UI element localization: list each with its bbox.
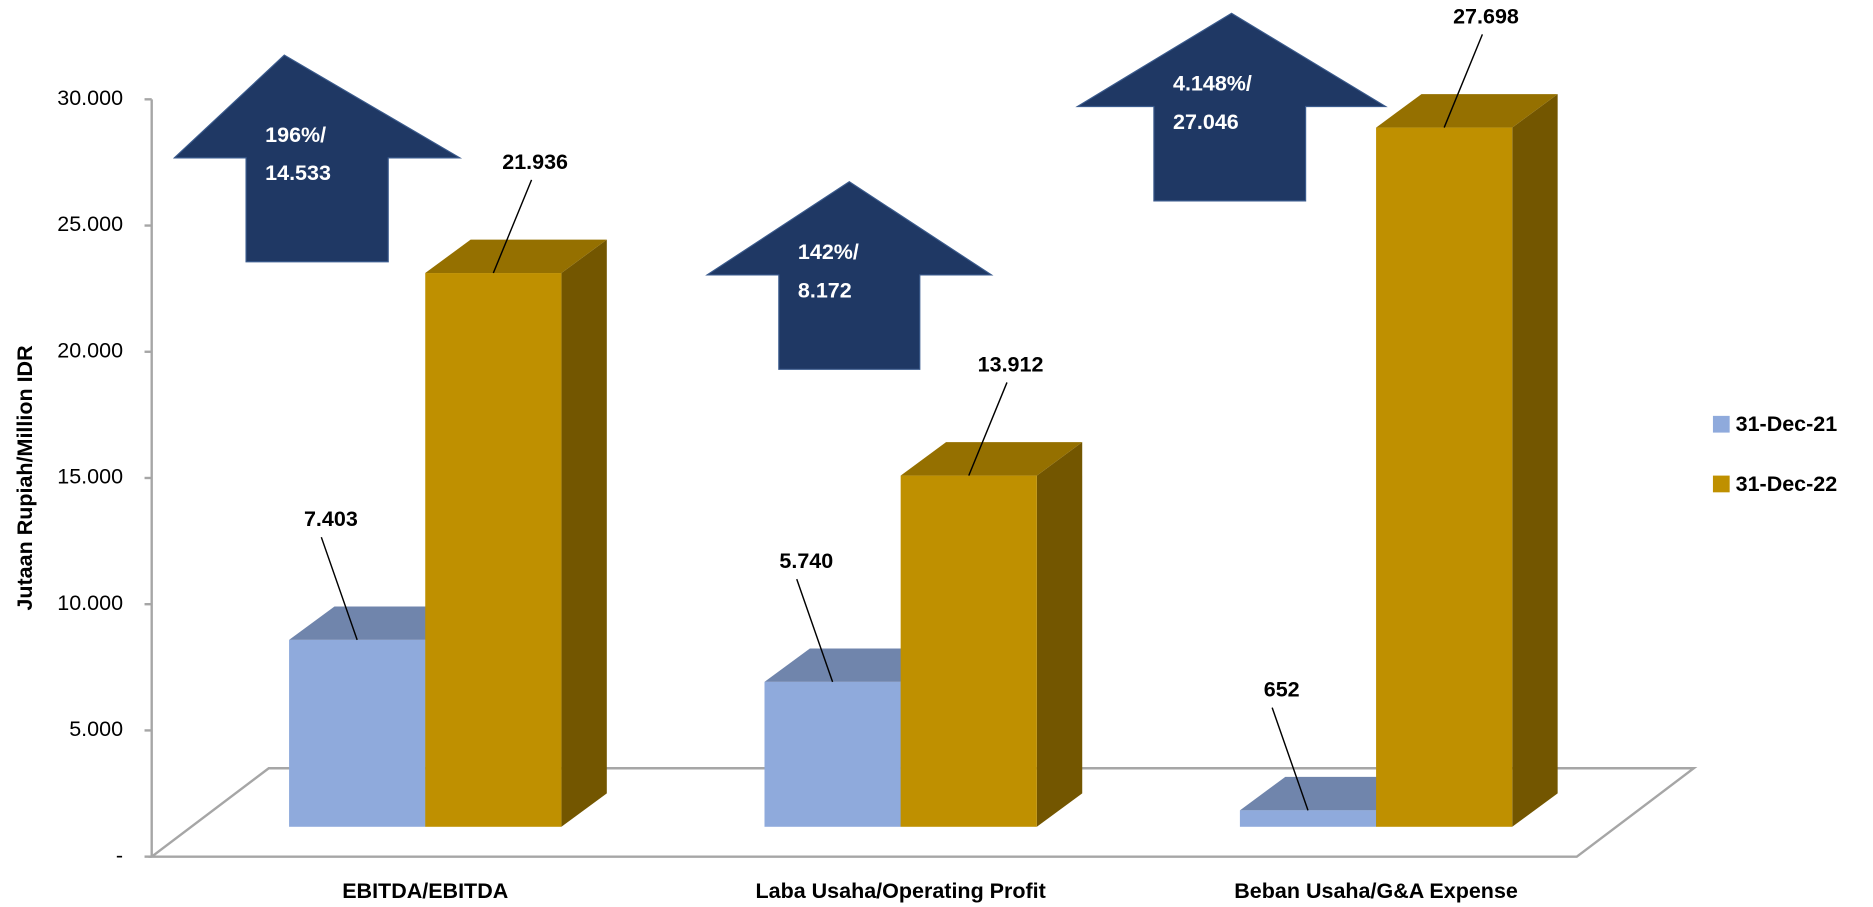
leader-line xyxy=(320,536,358,641)
x-tick-label: Beban Usaha/G&A Expense xyxy=(1234,879,1518,903)
data-label: 7.403 xyxy=(304,507,358,531)
leader-line xyxy=(1271,707,1309,811)
floor xyxy=(148,767,1698,858)
y-tick-label: 15.000 xyxy=(57,465,123,489)
bar-front xyxy=(764,681,901,827)
data-label: 13.912 xyxy=(978,352,1044,376)
legend-swatch xyxy=(1712,475,1730,493)
y-tick-label: - xyxy=(116,843,123,867)
annotation: 4.148%/ xyxy=(1173,72,1252,96)
legend-label: 31-Dec-22 xyxy=(1736,472,1838,496)
data-label: 21.936 xyxy=(502,150,568,174)
annotation: 27.046 xyxy=(1173,110,1239,134)
y-tick-label: 5.000 xyxy=(69,717,123,741)
bar-front xyxy=(1239,810,1377,827)
annotation: 196%/ xyxy=(265,123,326,147)
bar xyxy=(900,442,1083,827)
bar-side xyxy=(1512,94,1558,827)
y-tick-label: 25.000 xyxy=(57,212,123,236)
y-axis-label: Jutaan Rupiah/Million IDR xyxy=(13,345,37,611)
y-tick-label: 10.000 xyxy=(57,591,123,615)
annotation: 8.172 xyxy=(798,278,852,302)
data-label: 27.698 xyxy=(1453,4,1519,28)
bar-front xyxy=(900,475,1037,827)
bar-top xyxy=(1376,94,1558,128)
bar-top xyxy=(425,239,607,274)
bar-top xyxy=(900,442,1083,476)
x-tick-label: Laba Usaha/Operating Profit xyxy=(756,879,1046,903)
bar-side xyxy=(1036,442,1083,827)
y-tick-label: 30.000 xyxy=(57,86,123,110)
bar xyxy=(1376,94,1558,827)
leader-line xyxy=(796,578,834,683)
x-tick-label: EBITDA/EBITDA xyxy=(342,879,508,903)
bar xyxy=(425,239,607,827)
bar-front xyxy=(289,639,426,827)
arrow xyxy=(705,181,994,370)
data-label: 5.740 xyxy=(779,549,833,573)
bar-front xyxy=(1376,127,1513,827)
leader-line xyxy=(968,382,1008,476)
data-label: 652 xyxy=(1264,678,1300,702)
bar-front xyxy=(425,273,562,827)
leader-line xyxy=(1443,34,1484,128)
arrow xyxy=(172,54,463,263)
legend-label: 31-Dec-21 xyxy=(1736,412,1838,436)
leader-line xyxy=(492,179,533,274)
bar-side xyxy=(561,239,607,827)
annotation: 142%/ xyxy=(798,240,859,264)
y-tick-label: 20.000 xyxy=(57,338,123,362)
legend-swatch xyxy=(1712,415,1730,433)
arrow xyxy=(1075,12,1388,202)
annotation: 14.533 xyxy=(265,161,331,185)
